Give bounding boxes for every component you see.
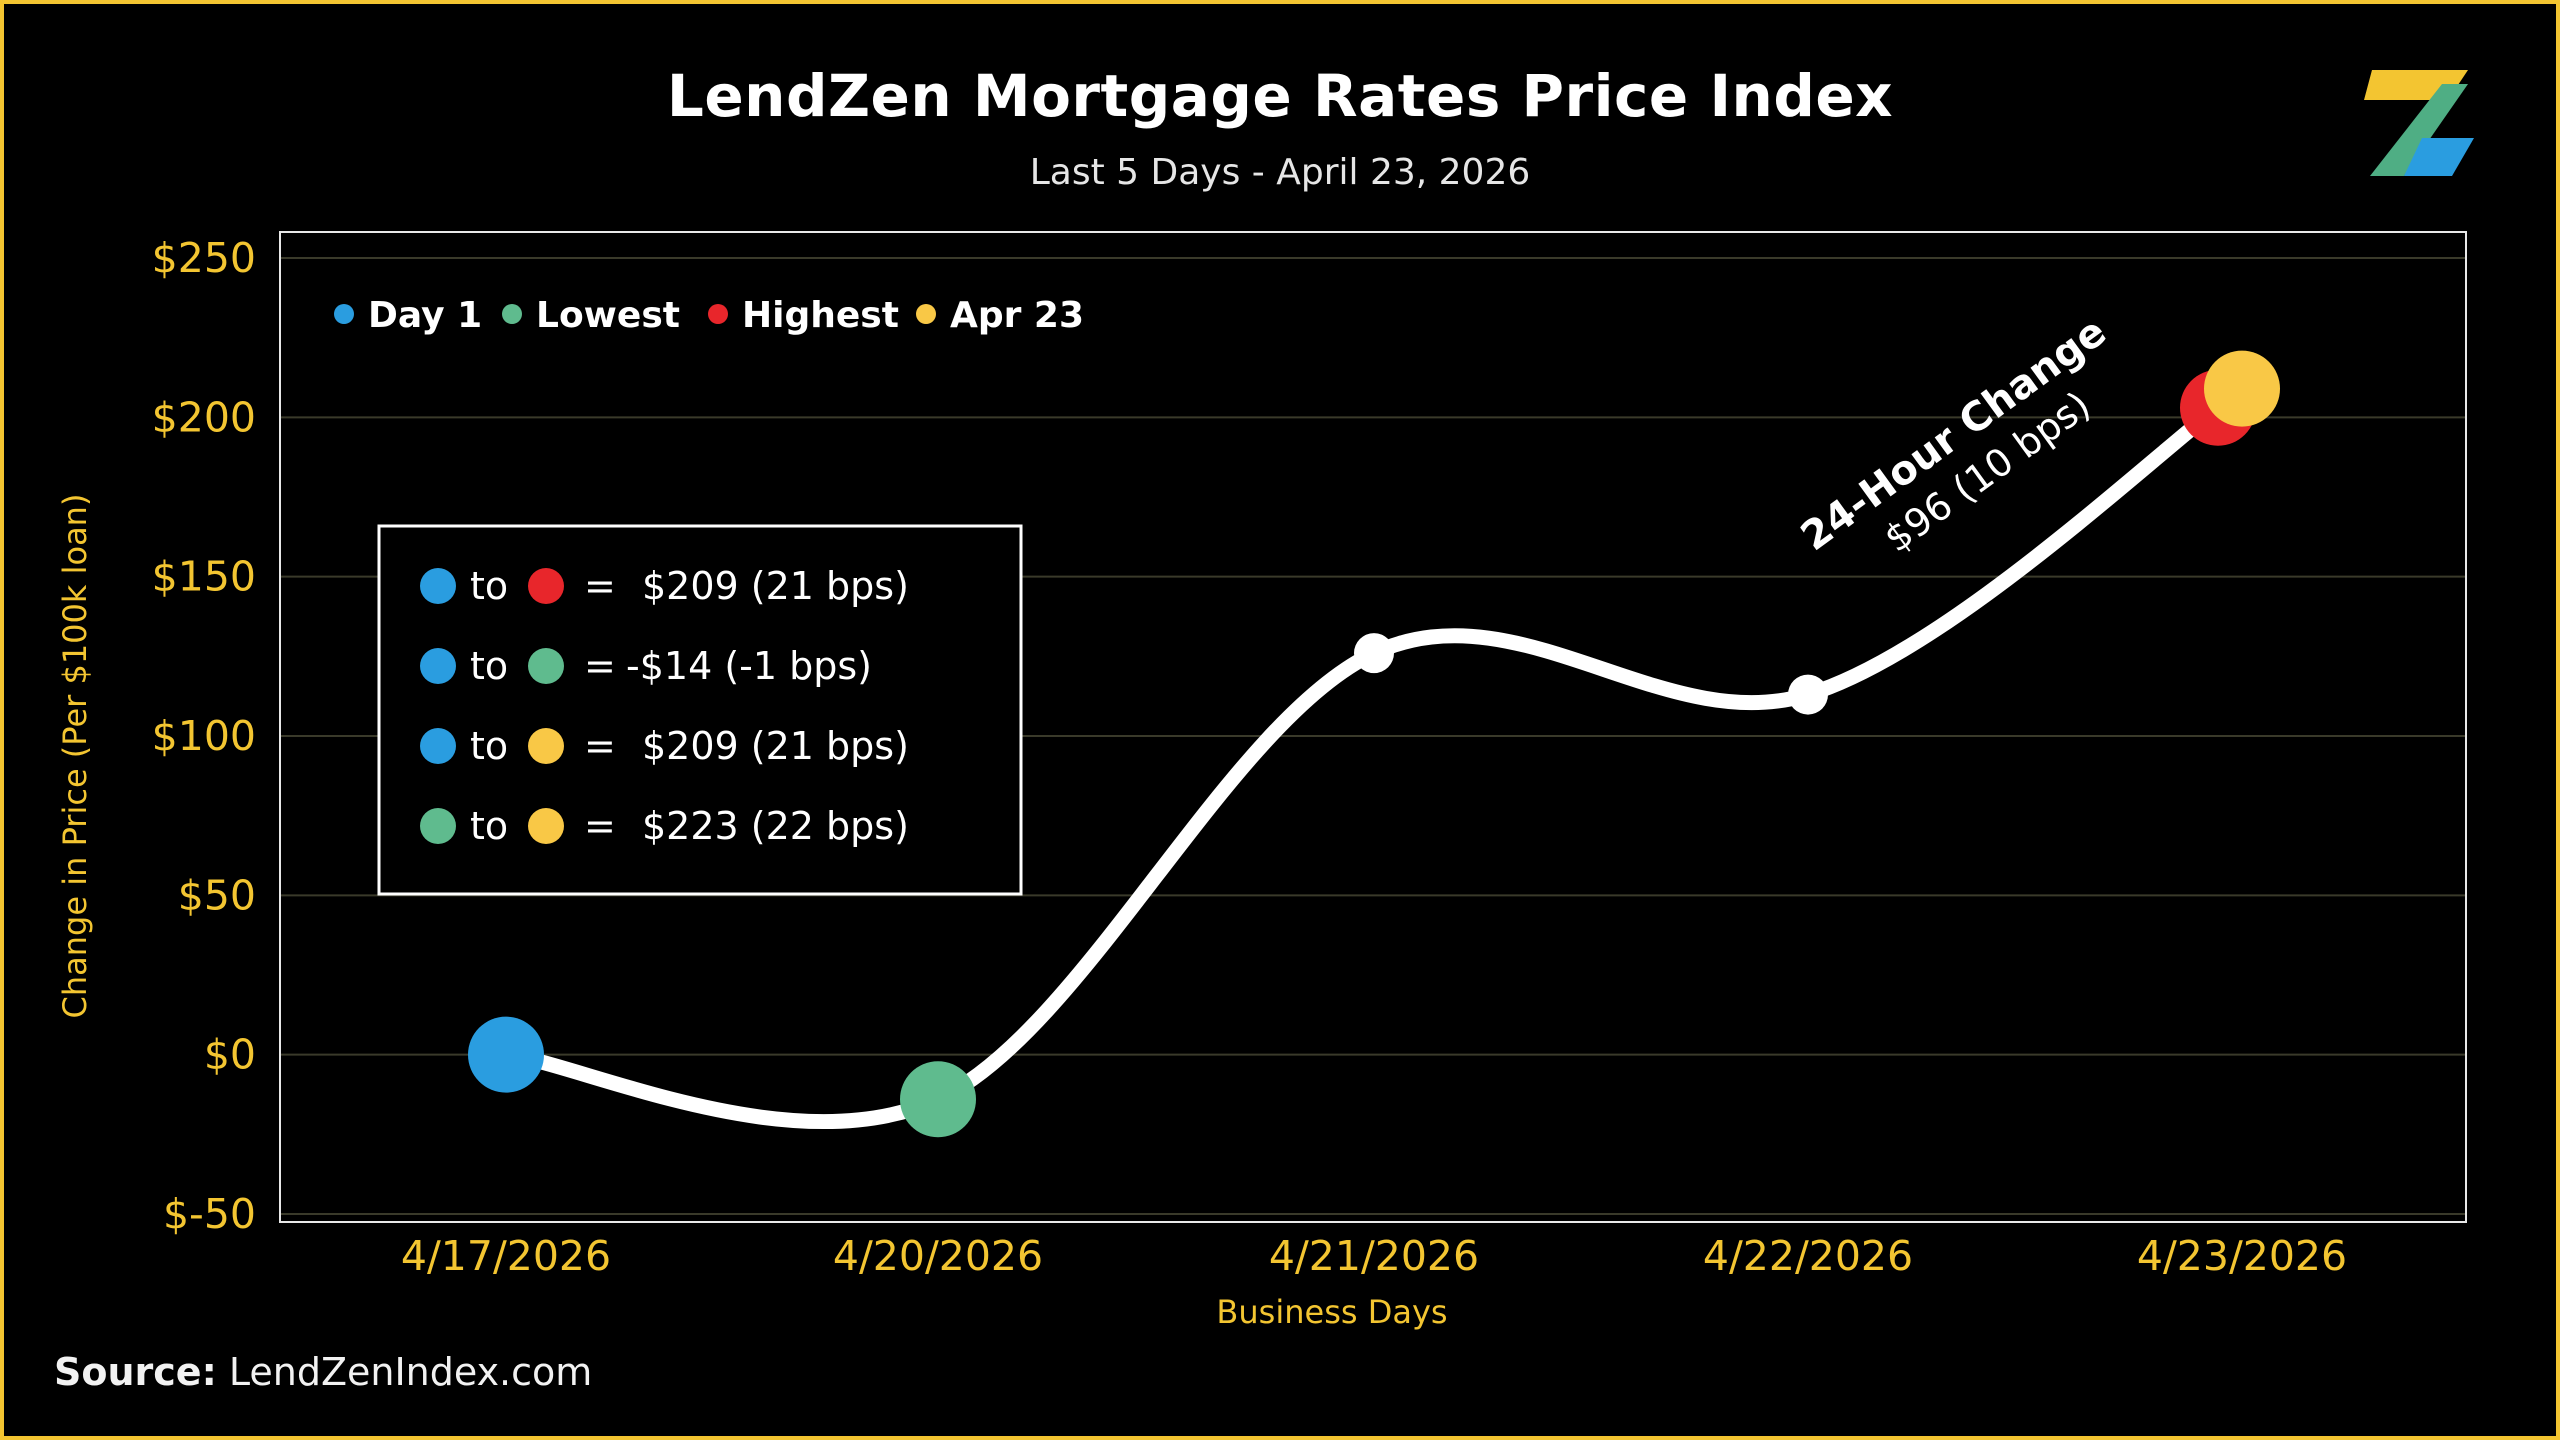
summary-to-marker — [528, 728, 564, 764]
legend-marker-lowest — [502, 304, 522, 324]
summary-to-marker — [528, 808, 564, 844]
y-axis-title: Change in Price (Per $100k loan) — [56, 494, 94, 1019]
summary-connector: to — [470, 724, 508, 768]
point-day1 — [468, 1016, 544, 1093]
summary-connector: to — [470, 564, 508, 608]
line-chart: $250 $200 $150 $100 $50 $0 $-50 4/17/2026 4/20/… — [56, 231, 2467, 1331]
x-tick-label: 4/20/2026 — [833, 1232, 1043, 1280]
y-axis-ticks: $250 $200 $150 $100 $50 $0 $-50 — [152, 234, 256, 1238]
legend-label-latest: Apr 23 — [950, 295, 1084, 336]
legend-label-highest: Highest — [742, 295, 899, 336]
summary-connector: to — [470, 644, 508, 688]
lendzen-z-logo-icon — [2364, 70, 2474, 176]
summary-box: to = $209 (21 bps)to = -$14 (-1 bps)to = $209 … — [377, 524, 1023, 896]
summary-equals: = — [584, 564, 616, 608]
y-tick-label: $-50 — [163, 1190, 256, 1238]
summary-value: $223 (22 bps) — [642, 804, 909, 848]
y-tick-label: $150 — [152, 553, 256, 601]
summary-to-marker — [528, 568, 564, 604]
x-tick-label: 4/23/2026 — [2137, 1232, 2347, 1280]
summary-equals: = — [584, 644, 616, 688]
source-note: Source: LendZenIndex.com — [54, 1350, 592, 1394]
legend-marker-highest — [708, 304, 728, 324]
y-tick-label: $200 — [152, 393, 256, 441]
legend-marker-day1 — [334, 304, 354, 324]
summary-value: $209 (21 bps) — [642, 564, 909, 608]
summary-equals: = — [584, 804, 616, 848]
summary-equals: = — [584, 724, 616, 768]
source-value: LendZenIndex.com — [228, 1350, 593, 1394]
x-axis-ticks: 4/17/2026 4/20/2026 4/21/2026 4/22/2026 4/23… — [401, 1232, 2347, 1280]
point-4-21 — [1354, 633, 1394, 674]
summary-value: -$14 (-1 bps) — [626, 644, 872, 688]
summary-from-marker — [420, 728, 456, 764]
point-latest — [2204, 350, 2280, 427]
y-tick-label: $50 — [178, 871, 256, 919]
annotation-24h: 24-Hour Change $96 (10 bps) — [1793, 309, 2115, 561]
legend-label-lowest: Lowest — [536, 295, 680, 336]
point-4-22 — [1788, 674, 1828, 715]
summary-value: $209 (21 bps) — [642, 724, 909, 768]
chart-title: LendZen Mortgage Rates Price Index — [666, 62, 1894, 130]
summary-from-marker — [420, 808, 456, 844]
y-tick-label: $250 — [152, 234, 256, 282]
legend-label-day1: Day 1 — [368, 295, 482, 336]
summary-from-marker — [420, 568, 456, 604]
summary-connector: to — [470, 804, 508, 848]
x-axis-title: Business Days — [1216, 1293, 1447, 1331]
x-tick-label: 4/21/2026 — [1269, 1232, 1479, 1280]
legend-marker-latest — [916, 304, 936, 324]
summary-frame — [377, 524, 1023, 896]
y-tick-label: $100 — [152, 712, 256, 760]
summary-to-marker — [528, 648, 564, 684]
chart-subtitle: Last 5 Days - April 23, 2026 — [1029, 152, 1531, 193]
plot-frame — [279, 231, 2467, 1223]
legend: Day 1 Lowest Highest Apr 23 — [334, 295, 1084, 336]
summary-from-marker — [420, 648, 456, 684]
x-tick-label: 4/22/2026 — [1703, 1232, 1913, 1280]
y-tick-label: $0 — [204, 1031, 256, 1079]
x-tick-label: 4/17/2026 — [401, 1232, 611, 1280]
data-points — [468, 350, 2280, 1138]
point-lowest — [900, 1061, 976, 1138]
source-label: Source: — [54, 1350, 217, 1394]
